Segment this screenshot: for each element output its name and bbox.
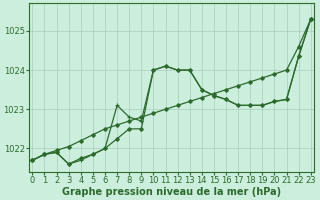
X-axis label: Graphe pression niveau de la mer (hPa): Graphe pression niveau de la mer (hPa) [62,187,281,197]
